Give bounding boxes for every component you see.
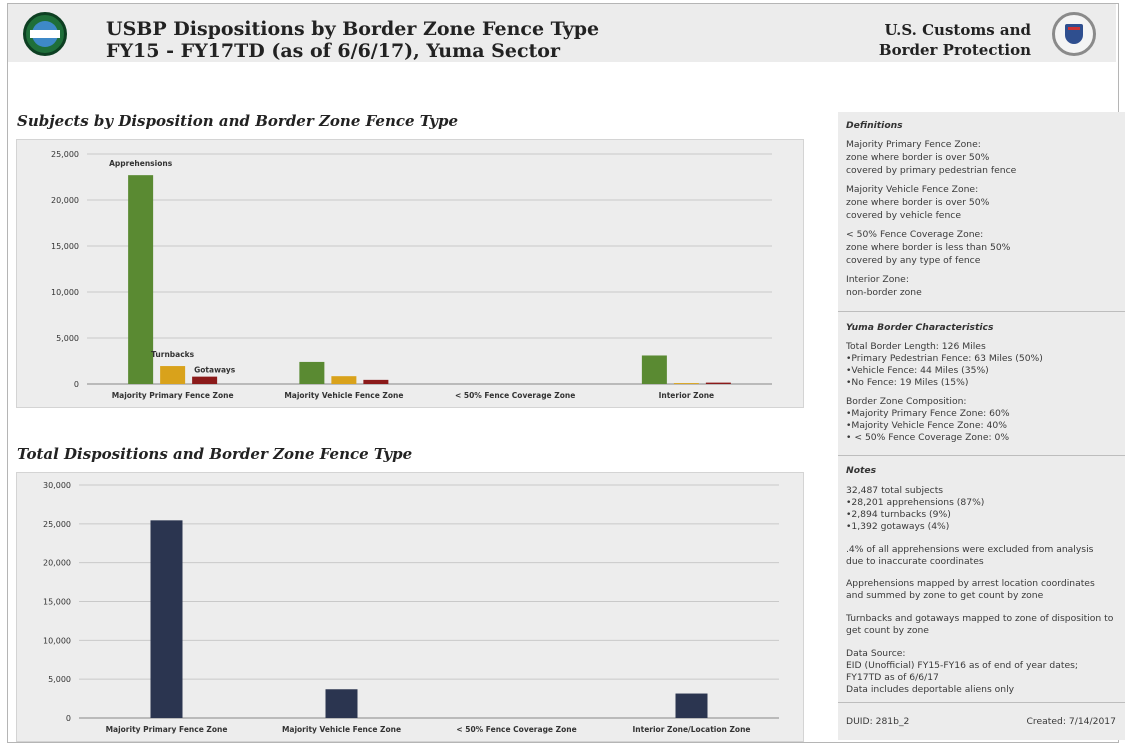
- definition-line: covered by any type of fence: [846, 255, 981, 266]
- y-tick-label: 15,000: [51, 242, 79, 251]
- y-tick-label: 30,000: [43, 481, 71, 490]
- y-tick-label: 10,000: [43, 636, 71, 645]
- x-tick-label: Majority Vehicle Fence Zone: [284, 391, 403, 400]
- definition-line: zone where border is over 50%: [846, 152, 990, 163]
- x-tick-label: < 50% Fence Coverage Zone: [456, 725, 576, 734]
- data-annotation: Apprehensions: [109, 159, 173, 168]
- agency-name-line2: Border Protection: [878, 41, 1031, 59]
- x-tick-label: Majority Vehicle Fence Zone: [282, 725, 401, 734]
- notes-line: Turnbacks and gotaways mapped to zone of…: [846, 613, 1114, 624]
- y-tick-label: 10,000: [51, 288, 79, 297]
- notes-line: get count by zone: [846, 625, 929, 636]
- notes-line: Data Source:: [846, 648, 906, 659]
- notes-line: •1,392 gotaways (4%): [846, 521, 950, 532]
- bar: [331, 376, 357, 384]
- cbp-seal-icon: [1052, 12, 1096, 56]
- characteristics-line: •Vehicle Fence: 44 Miles (35%): [846, 365, 989, 376]
- definition-line: zone where border is less than 50%: [846, 242, 1011, 253]
- chart2-panel: 0 5,000 10,000 15,000 20,000 25,000 30,000 Majo…: [16, 472, 804, 742]
- definition-line: Interior Zone:: [846, 274, 909, 285]
- x-tick-label: Majority Primary Fence Zone: [106, 725, 228, 734]
- characteristics-line: •Majority Primary Fence Zone: 60%: [846, 408, 1010, 419]
- chart1-panel: 0 5,000 10,000 15,000 20,000 25,000 Majority P…: [16, 139, 804, 408]
- y-tick-label: 15,000: [43, 598, 71, 607]
- data-annotation: Gotaways: [194, 366, 236, 375]
- notes-line: .4% of all apprehensions were excluded f…: [846, 544, 1094, 555]
- bar: [160, 366, 186, 384]
- bar: [192, 376, 218, 384]
- definition-line: zone where border is over 50%: [846, 197, 990, 208]
- notes-line: FY17TD as of 6/6/17: [846, 672, 939, 683]
- sidebar-panel: Definitions Majority Primary Fence Zone:…: [838, 112, 1125, 740]
- notes-line: •28,201 apprehensions (87%): [846, 497, 985, 508]
- bar: [675, 693, 708, 718]
- total-dispositions-chart: 0 5,000 10,000 15,000 20,000 25,000 30,000 Majo…: [43, 481, 779, 734]
- page-title-line1: USBP Dispositions by Border Zone Fence T…: [106, 18, 600, 40]
- header-banner: USBP Dispositions by Border Zone Fence T…: [8, 4, 1116, 62]
- y-tick-label: 20,000: [51, 196, 79, 205]
- notes-line: •2,894 turnbacks (9%): [846, 509, 951, 520]
- y-tick-label: 25,000: [43, 520, 71, 529]
- sidebar-divider: [838, 702, 1125, 703]
- data-annotation: Turnbacks: [151, 350, 195, 359]
- y-tick-label: 5,000: [56, 334, 79, 343]
- characteristics-line: •Majority Vehicle Fence Zone: 40%: [846, 420, 1007, 431]
- y-tick-label: 20,000: [43, 559, 71, 568]
- notes-line: EID (Unofficial) FY15-FY16 as of end of …: [846, 660, 1078, 671]
- characteristics-line: •No Fence: 19 Miles (15%): [846, 377, 969, 388]
- notes-line: Data includes deportable aliens only: [846, 684, 1015, 695]
- characteristics-line: Border Zone Composition:: [846, 396, 967, 407]
- agency-name-line1: U.S. Customs and: [884, 21, 1031, 39]
- definitions-heading: Definitions: [846, 120, 903, 131]
- bar: [325, 689, 358, 718]
- notes-line: and summed by zone to get count by zone: [846, 590, 1044, 601]
- duid-label: DUID: 281b_2: [846, 716, 910, 727]
- definition-line: Majority Primary Fence Zone:: [846, 139, 981, 150]
- notes-line: due to inaccurate coordinates: [846, 556, 984, 567]
- characteristics-line: Total Border Length: 126 Miles: [846, 341, 986, 352]
- x-tick-label: Interior Zone/Location Zone: [632, 725, 750, 734]
- bar: [673, 383, 699, 384]
- created-date: Created: 7/14/2017: [1026, 716, 1116, 727]
- definition-line: covered by primary pedestrian fence: [846, 165, 1017, 176]
- notes-line: Apprehensions mapped by arrest location …: [846, 578, 1095, 589]
- page-title-line2: FY15 - FY17TD (as of 6/6/17), Yuma Secto…: [106, 40, 560, 62]
- y-tick-label: 0: [66, 714, 71, 723]
- bar: [299, 361, 325, 384]
- y-tick-label: 0: [74, 380, 79, 389]
- bar: [363, 379, 389, 384]
- subjects-by-disposition-chart: 0 5,000 10,000 15,000 20,000 25,000 Majority P…: [51, 150, 772, 400]
- bar: [150, 520, 183, 718]
- definition-line: < 50% Fence Coverage Zone:: [846, 229, 984, 240]
- definition-line: covered by vehicle fence: [846, 210, 961, 221]
- characteristics-line: • < 50% Fence Coverage Zone: 0%: [846, 432, 1010, 443]
- notes-line: 32,487 total subjects: [846, 485, 944, 496]
- x-tick-label: Majority Primary Fence Zone: [112, 391, 234, 400]
- y-tick-label: 25,000: [51, 150, 79, 159]
- bar: [128, 175, 154, 384]
- x-tick-label: < 50% Fence Coverage Zone: [455, 391, 575, 400]
- chart2-title: Total Dispositions and Border Zone Fence…: [17, 445, 413, 463]
- characteristics-line: •Primary Pedestrian Fence: 63 Miles (50%…: [846, 353, 1043, 364]
- usbp-logo-icon: [23, 12, 67, 56]
- definition-line: non-border zone: [846, 287, 922, 298]
- y-tick-label: 5,000: [48, 675, 71, 684]
- bar: [641, 355, 667, 384]
- sidebar-divider: [838, 455, 1125, 456]
- chart1-title: Subjects by Disposition and Border Zone …: [17, 112, 459, 130]
- sidebar-divider: [838, 311, 1125, 312]
- x-tick-label: Interior Zone: [659, 391, 715, 400]
- bar: [705, 382, 731, 384]
- definition-line: Majority Vehicle Fence Zone:: [846, 184, 979, 195]
- notes-heading: Notes: [846, 465, 877, 476]
- characteristics-heading: Yuma Border Characteristics: [846, 322, 994, 333]
